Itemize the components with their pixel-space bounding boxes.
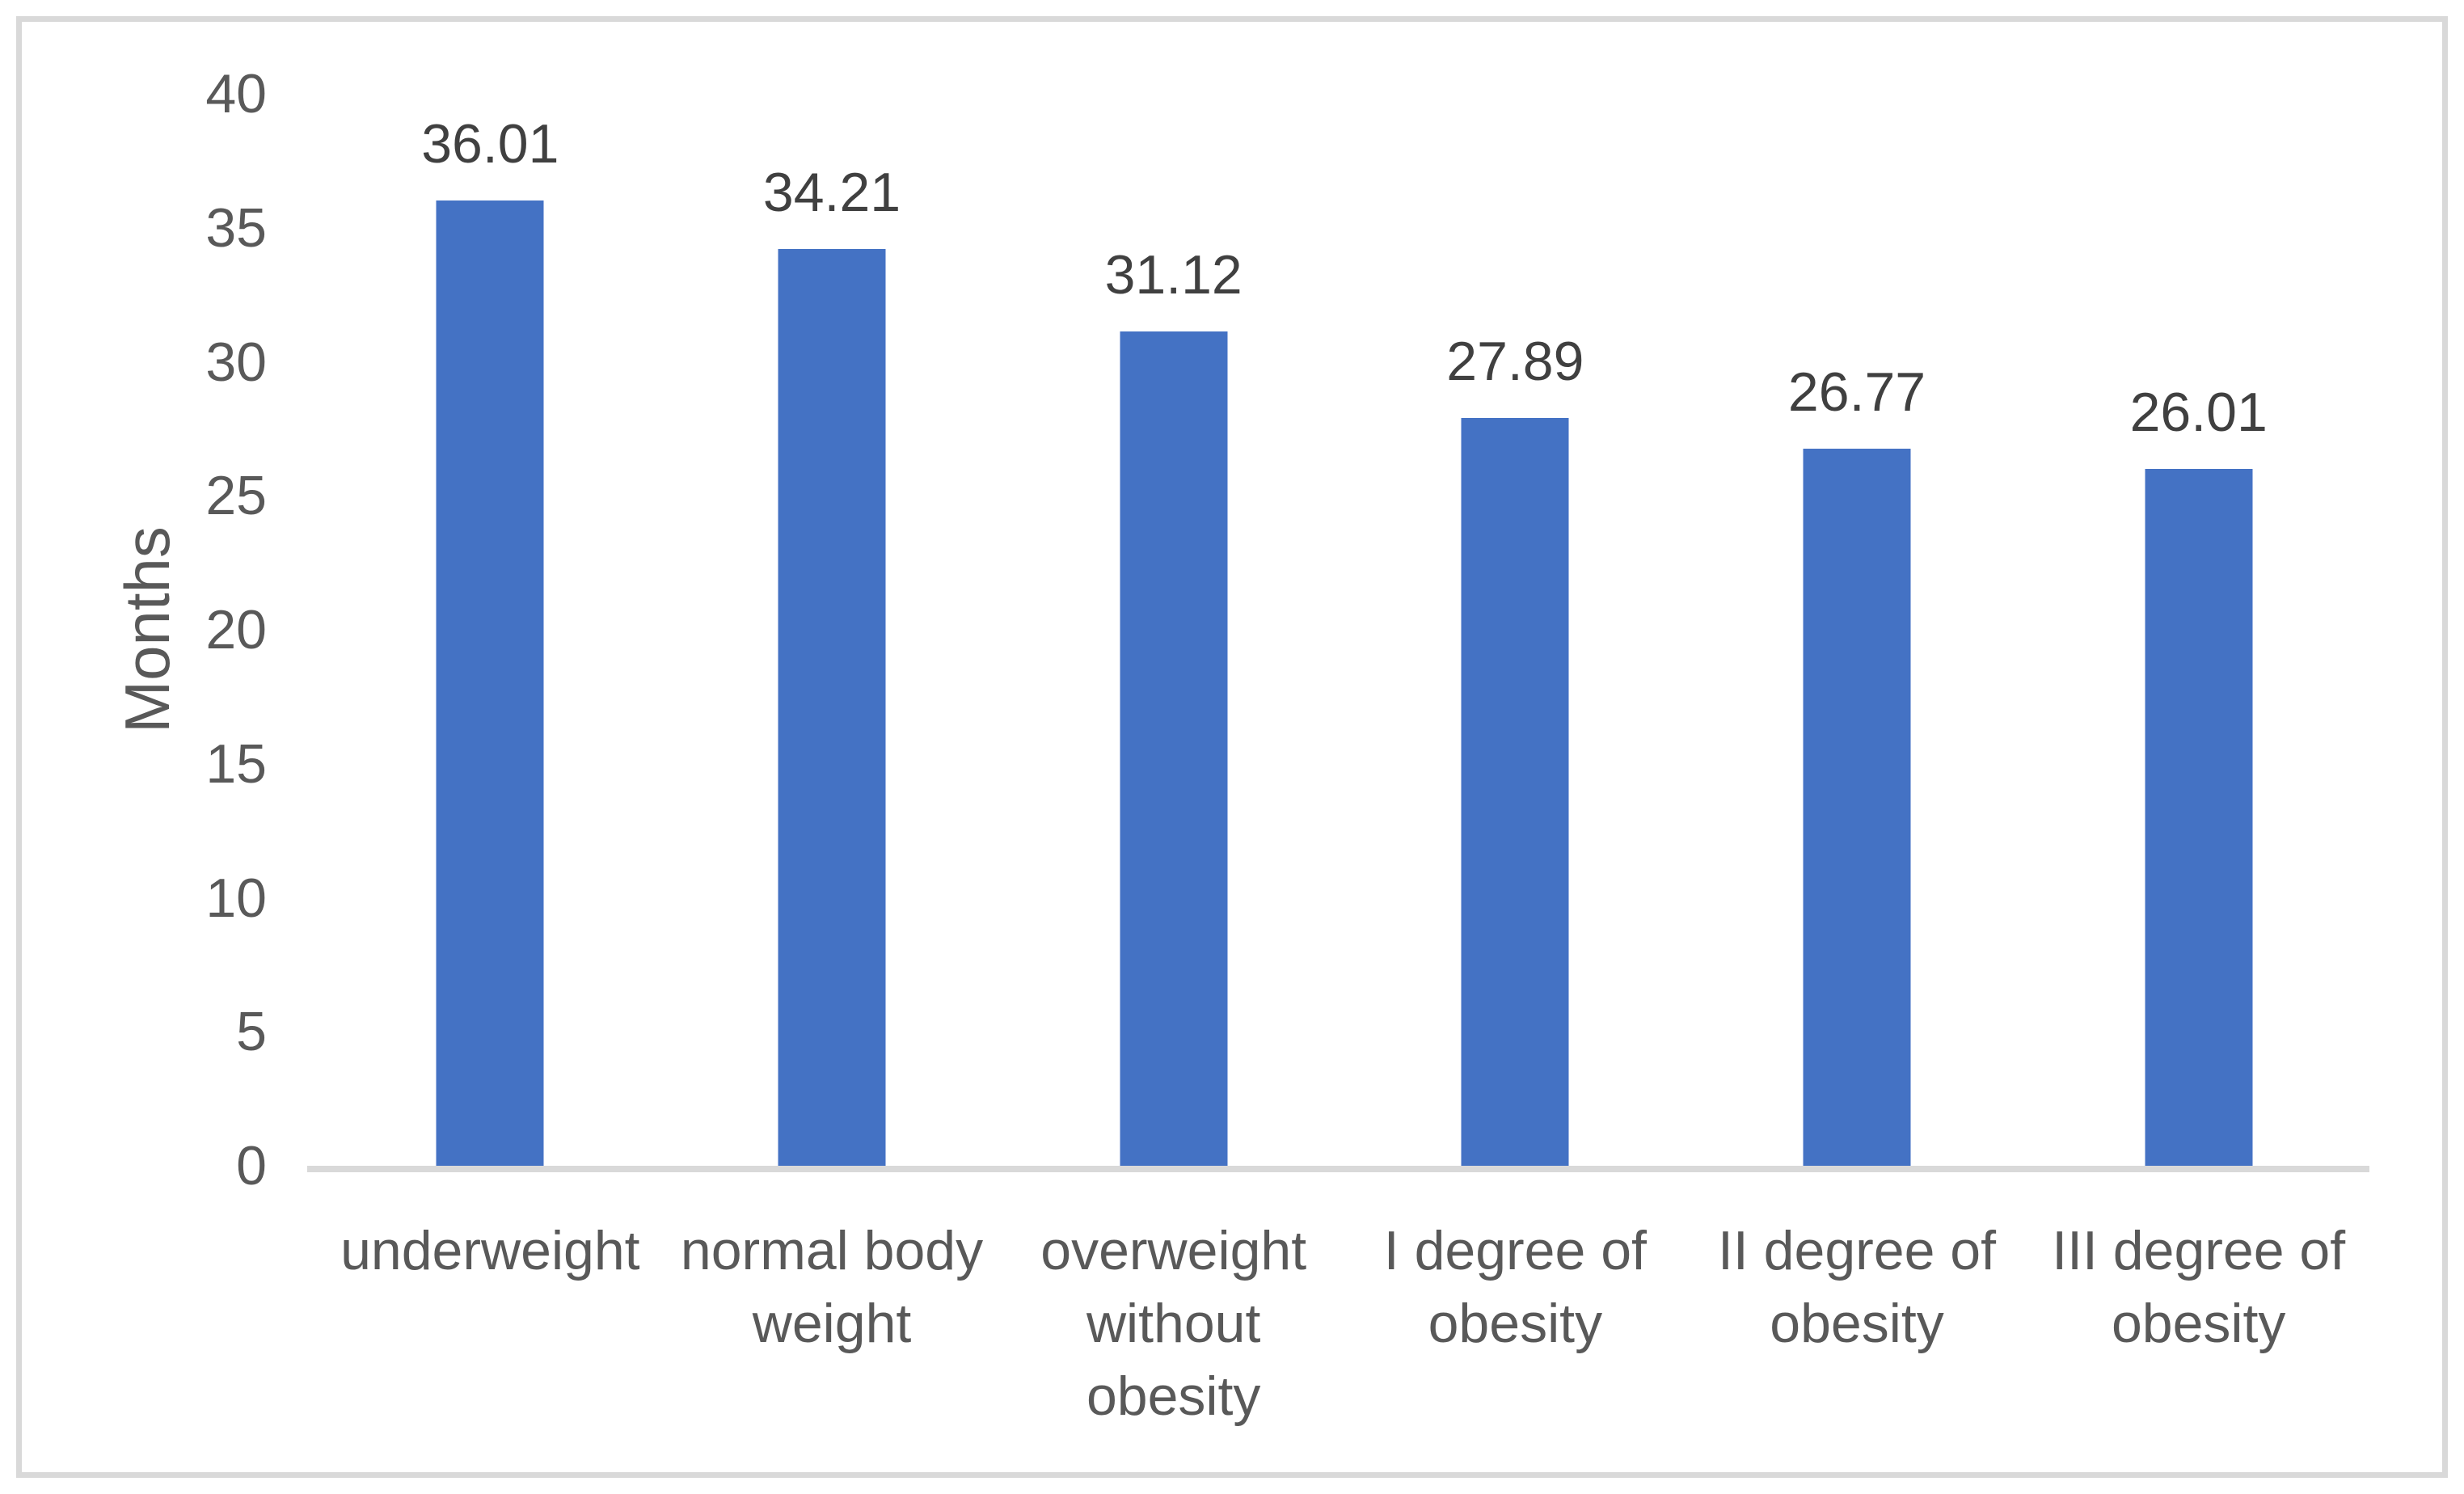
bar-overweight-without-obesity: 31.12 [1105,247,1243,1166]
chart-frame [16,16,2448,1478]
y-tick-label-15: 15 [205,732,267,795]
x-category-label-normal-body-weight: normal body weight [680,1220,984,1354]
bar-ii-degree-of-obesity: 26.77 [1788,365,1926,1166]
x-category-label-ii-degree-of-obesity: II degree of obesity [1718,1220,1997,1354]
bar-slot-ii-degree-of-obesity: 26.77 [1686,94,2028,1166]
bar-underweight: 36.01 [421,116,559,1166]
x-category-label-underweight: underweight [340,1220,640,1281]
y-tick-label-0: 0 [236,1135,267,1196]
plot-area: 36.01 34.21 31.12 27.89 26.77 26.01 [319,94,2369,1166]
y-tick-label-40: 40 [205,63,267,124]
x-category-label-iii-degree-of-obesity: III degree of obesity [2052,1220,2346,1354]
bar-slot-i-degree-of-obesity: 27.89 [1344,94,1686,1166]
bar-slot-iii-degree-of-obesity: 26.01 [2027,94,2369,1166]
bar-value-label-i-degree-of-obesity: 27.89 [1446,331,1584,393]
y-tick-label-20: 20 [205,599,267,660]
bar-value-label-overweight-without-obesity: 31.12 [1104,244,1243,306]
bar-iii-degree-of-obesity: 26.01 [2130,385,2268,1166]
y-tick-label-35: 35 [205,196,267,259]
bar-value-label-normal-body-weight: 34.21 [762,161,901,223]
bar-normal-body-weight: 34.21 [763,165,901,1166]
bar-value-label-ii-degree-of-obesity: 26.77 [1787,361,1926,423]
x-axis-line [307,1166,2369,1172]
bar-slot-normal-body-weight: 34.21 [661,94,1003,1166]
x-category-label-overweight-without-obesity: overweight without obesity [1040,1220,1307,1427]
y-tick-label-30: 30 [205,331,267,393]
y-tick-label-10: 10 [205,867,267,929]
bar-slot-underweight: 36.01 [319,94,661,1166]
bar-i-degree-of-obesity: 27.89 [1446,334,1584,1166]
bar-value-label-underweight: 36.01 [421,113,559,175]
y-tick-label-5: 5 [236,1001,267,1063]
y-axis-tick-labels: 0 5 10 15 20 25 30 35 40 [0,66,267,1193]
bar-slot-overweight-without-obesity: 31.12 [1002,94,1344,1166]
x-category-label-i-degree-of-obesity: I degree of obesity [1383,1220,1647,1354]
x-axis-category-labels: underweight normal body weight overweigh… [319,1214,2369,1433]
y-tick-label-25: 25 [205,465,267,527]
bar-value-label-iii-degree-of-obesity: 26.01 [2129,381,2268,443]
